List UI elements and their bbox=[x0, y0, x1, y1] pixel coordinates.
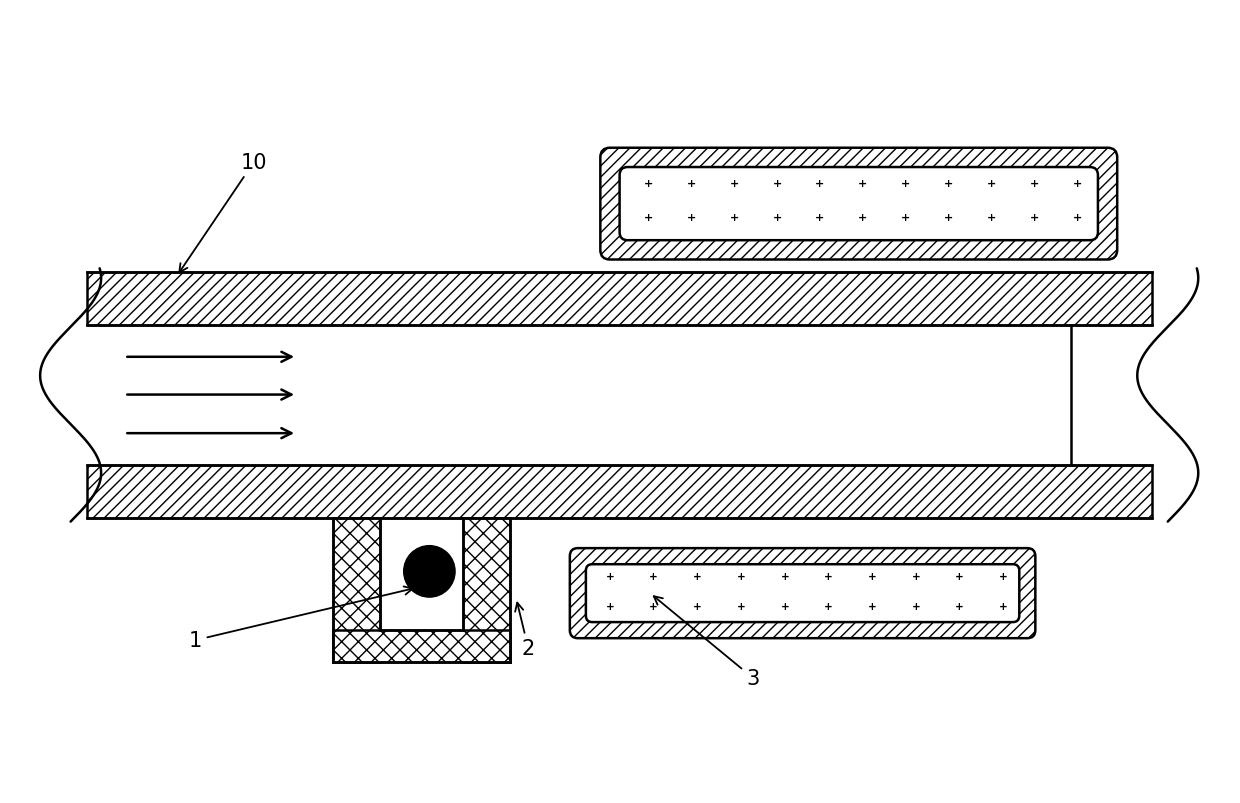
Text: 2: 2 bbox=[515, 603, 534, 658]
Text: +: + bbox=[687, 214, 696, 223]
Text: +: + bbox=[858, 179, 868, 189]
Text: 10: 10 bbox=[180, 153, 268, 273]
Text: +: + bbox=[780, 572, 789, 581]
Text: +: + bbox=[868, 572, 877, 581]
Text: +: + bbox=[693, 572, 702, 581]
Text: +: + bbox=[868, 601, 877, 612]
Text: +: + bbox=[780, 601, 789, 612]
Text: +: + bbox=[644, 179, 653, 189]
Text: +: + bbox=[1073, 179, 1081, 189]
Text: +: + bbox=[1029, 214, 1039, 223]
Text: 3: 3 bbox=[653, 597, 760, 688]
Circle shape bbox=[404, 546, 455, 597]
Text: +: + bbox=[944, 214, 954, 223]
Text: +: + bbox=[901, 179, 910, 189]
Text: +: + bbox=[773, 179, 781, 189]
Text: +: + bbox=[605, 601, 614, 612]
Text: +: + bbox=[729, 179, 739, 189]
FancyBboxPatch shape bbox=[620, 168, 1097, 241]
Text: +: + bbox=[955, 572, 963, 581]
FancyBboxPatch shape bbox=[585, 565, 1019, 622]
Bar bbox=[87, 466, 1152, 518]
Text: +: + bbox=[687, 179, 696, 189]
Text: +: + bbox=[825, 601, 833, 612]
Text: +: + bbox=[644, 214, 653, 223]
Text: +: + bbox=[1029, 179, 1039, 189]
Text: +: + bbox=[693, 601, 702, 612]
Text: +: + bbox=[999, 572, 1008, 581]
Text: +: + bbox=[999, 601, 1008, 612]
Text: +: + bbox=[737, 572, 745, 581]
Text: +: + bbox=[911, 572, 920, 581]
Text: +: + bbox=[858, 214, 868, 223]
Bar bbox=[87, 273, 1152, 325]
Text: +: + bbox=[1073, 214, 1081, 223]
Text: +: + bbox=[737, 601, 745, 612]
Text: +: + bbox=[815, 214, 825, 223]
Text: +: + bbox=[955, 601, 963, 612]
Text: 1: 1 bbox=[188, 587, 413, 650]
Text: +: + bbox=[815, 179, 825, 189]
Text: +: + bbox=[650, 572, 658, 581]
Text: +: + bbox=[911, 601, 920, 612]
Text: +: + bbox=[729, 214, 739, 223]
Text: +: + bbox=[825, 572, 833, 581]
Text: +: + bbox=[987, 214, 996, 223]
Bar bbox=[334, 630, 510, 662]
Bar bbox=[334, 518, 379, 662]
Text: +: + bbox=[650, 601, 658, 612]
Text: +: + bbox=[605, 572, 614, 581]
Text: +: + bbox=[773, 214, 781, 223]
FancyBboxPatch shape bbox=[570, 548, 1035, 638]
Text: +: + bbox=[901, 214, 910, 223]
Text: +: + bbox=[987, 179, 996, 189]
FancyBboxPatch shape bbox=[600, 149, 1117, 260]
Text: +: + bbox=[944, 179, 954, 189]
Bar bbox=[463, 518, 510, 662]
